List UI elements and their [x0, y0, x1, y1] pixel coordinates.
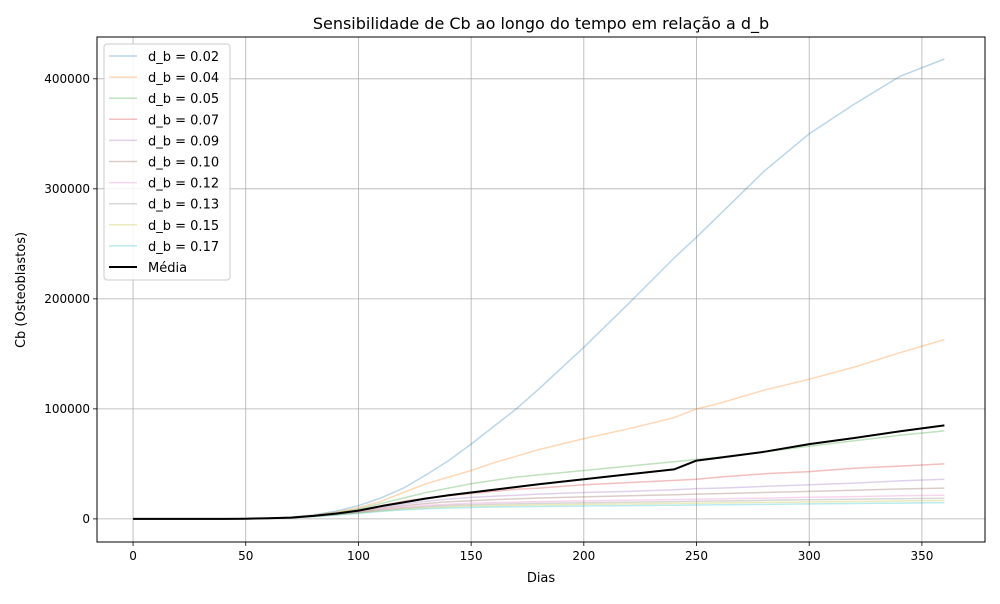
legend-box	[103, 43, 231, 281]
legend-label: d_b = 0.12	[148, 177, 219, 192]
series-line	[133, 430, 945, 520]
x-tick-label: 300	[798, 549, 821, 563]
legend-label: Média	[148, 261, 187, 276]
x-tick-label: 200	[572, 549, 595, 563]
chart-title: Sensibilidade de Cb ao longo do tempo em…	[313, 14, 769, 34]
legend-label: d_b = 0.04	[148, 71, 219, 86]
legend-label: d_b = 0.10	[148, 156, 219, 171]
plot-frame	[96, 36, 986, 543]
legend-label: d_b = 0.15	[148, 219, 219, 234]
legend-label: d_b = 0.07	[148, 113, 219, 128]
x-tick-label: 350	[910, 549, 933, 563]
legend-label: d_b = 0.09	[148, 134, 219, 149]
y-tick-label: 100000	[44, 402, 90, 416]
axes: 0 50 100 150 200 250 300 350 0 100000 200000 300000…	[44, 72, 933, 563]
x-axis-label: Dias	[527, 571, 556, 586]
legend-label: d_b = 0.02	[148, 50, 219, 65]
x-tick-label: 50	[238, 549, 253, 563]
y-tick-label: 300000	[44, 182, 90, 196]
x-tick-label: 0	[129, 549, 137, 563]
y-tick-label: 0	[82, 512, 90, 526]
x-tick-label: 150	[460, 549, 483, 563]
y-axis-label: Cb (Osteoblastos)	[14, 232, 29, 348]
series-lines	[133, 58, 945, 520]
mean-line	[133, 424, 945, 520]
series-line	[133, 338, 945, 520]
legend-label: d_b = 0.05	[148, 92, 219, 107]
legend-label: d_b = 0.13	[148, 198, 219, 213]
legend: d_b = 0.02 d_b = 0.04 d_b = 0.05 d_b = 0.07…	[103, 43, 231, 281]
y-tick-label: 200000	[44, 292, 90, 306]
y-tick-label: 400000	[44, 72, 90, 86]
x-tick-label: 250	[685, 549, 708, 563]
grid	[97, 37, 985, 542]
legend-label: d_b = 0.17	[148, 240, 219, 255]
x-tick-label: 100	[347, 549, 370, 563]
